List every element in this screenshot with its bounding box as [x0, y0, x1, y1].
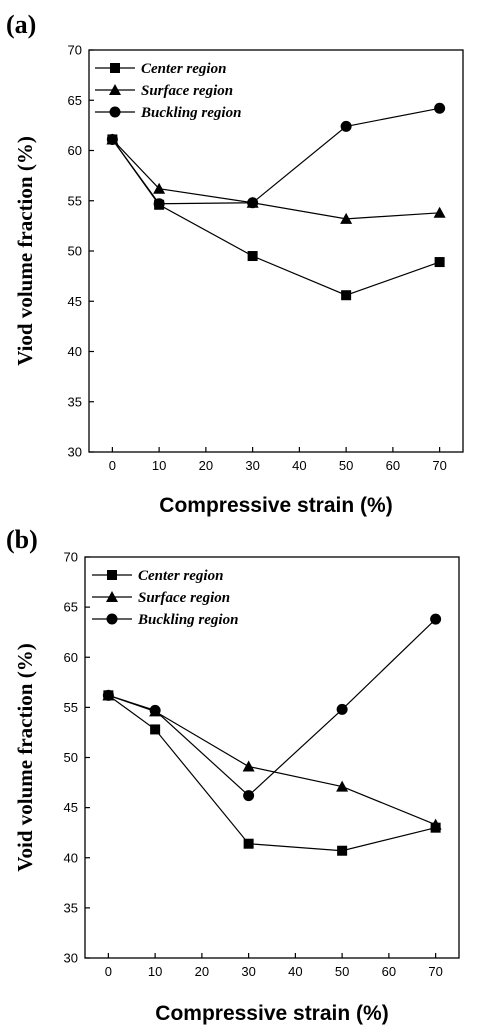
data-point — [337, 845, 348, 856]
x-tick-label: 20 — [199, 458, 213, 473]
x-tick-label: 30 — [241, 964, 255, 979]
data-point — [433, 206, 446, 218]
x-tick-label: 10 — [152, 458, 166, 473]
y-tick-label: 60 — [64, 650, 78, 665]
x-tick-label: 40 — [292, 458, 306, 473]
x-tick-label: 50 — [339, 458, 353, 473]
series-line — [108, 694, 436, 852]
data-point — [429, 818, 442, 830]
chart-panel-a: (a) 30 35 40 45 50 55 60 65 70 0 10 20 30 40 50 60 70 Comp… — [6, 10, 464, 517]
series-circle — [102, 613, 442, 802]
y-tick-label: 55 — [68, 193, 82, 208]
data-point — [340, 212, 353, 224]
legend-marker — [106, 613, 118, 625]
legend-marker — [106, 591, 118, 602]
data-point — [102, 689, 114, 701]
y-tick-label: 45 — [64, 800, 78, 815]
data-point — [336, 780, 349, 792]
y-tick-label: 60 — [68, 143, 82, 158]
data-point — [336, 703, 348, 715]
y-tick-label: 50 — [68, 244, 82, 259]
data-point — [243, 790, 255, 802]
legend-label: Center region — [141, 61, 226, 77]
data-point — [430, 613, 442, 625]
y-tick-label: 35 — [68, 394, 82, 409]
legend-label: Center region — [138, 568, 223, 584]
legend-marker — [109, 84, 121, 95]
x-tick-label: 0 — [109, 458, 116, 473]
legend-marker — [110, 63, 120, 73]
x-tick-label: 60 — [382, 964, 396, 979]
y-tick-label: 45 — [68, 294, 82, 309]
y-tick-label: 30 — [68, 445, 82, 460]
data-point — [106, 133, 118, 145]
data-point — [247, 251, 258, 262]
x-axis-title: Compressive strain (%) — [155, 1002, 388, 1025]
x-tick-label: 50 — [335, 964, 349, 979]
y-tick-label: 65 — [64, 600, 78, 615]
chart-panel-b: (b) 30 35 40 45 50 55 60 65 70 0 10 20 30 40 50 60 70 Comp… — [6, 525, 460, 1025]
legend: Center region Surface region Buckling regi… — [95, 61, 241, 121]
y-axis-title: Viod volume fraction (%) — [13, 136, 37, 366]
x-tick-label: 60 — [386, 458, 400, 473]
series-circle — [106, 102, 446, 210]
series-line — [111, 139, 440, 296]
legend-label: Surface region — [141, 83, 233, 99]
data-point — [153, 182, 166, 194]
data-point — [149, 704, 161, 716]
x-tick-label: 10 — [148, 964, 162, 979]
data-point — [242, 760, 255, 772]
data-point — [153, 198, 165, 210]
y-tick-label: 70 — [64, 550, 78, 565]
legend-marker — [109, 106, 121, 118]
x-tick-label: 40 — [288, 964, 302, 979]
y-tick-label: 40 — [64, 850, 78, 865]
y-tick-label: 70 — [68, 43, 82, 58]
y-tick-label: 35 — [64, 900, 78, 915]
y-tick-label: 55 — [64, 700, 78, 715]
legend-label: Surface region — [138, 590, 230, 606]
data-point — [340, 120, 352, 132]
panel-label: (b) — [6, 525, 38, 554]
legend-label: Buckling region — [137, 612, 238, 628]
series-square — [107, 134, 445, 301]
series-triangle — [106, 133, 446, 224]
data-point — [341, 290, 352, 301]
y-axis-title: Void volume fraction (%) — [13, 643, 37, 871]
data-point — [247, 197, 259, 209]
legend: Center region Surface region Buckling regi… — [92, 568, 238, 628]
y-tick-label: 65 — [68, 93, 82, 108]
x-axis-title: Compressive strain (%) — [159, 494, 392, 517]
x-tick-label: 30 — [245, 458, 259, 473]
x-tick-label: 70 — [428, 964, 442, 979]
x-tick-label: 0 — [105, 964, 112, 979]
data-point — [243, 838, 254, 849]
x-tick-label: 20 — [195, 964, 209, 979]
y-tick-label: 30 — [64, 951, 78, 966]
data-point — [434, 102, 446, 114]
x-tick-label: 70 — [432, 458, 446, 473]
data-point — [434, 257, 445, 268]
y-tick-label: 40 — [68, 344, 82, 359]
legend-label: Buckling region — [140, 105, 241, 121]
data-point — [150, 724, 161, 735]
panel-label: (a) — [6, 10, 36, 39]
y-tick-label: 50 — [64, 750, 78, 765]
legend-marker — [107, 570, 117, 580]
